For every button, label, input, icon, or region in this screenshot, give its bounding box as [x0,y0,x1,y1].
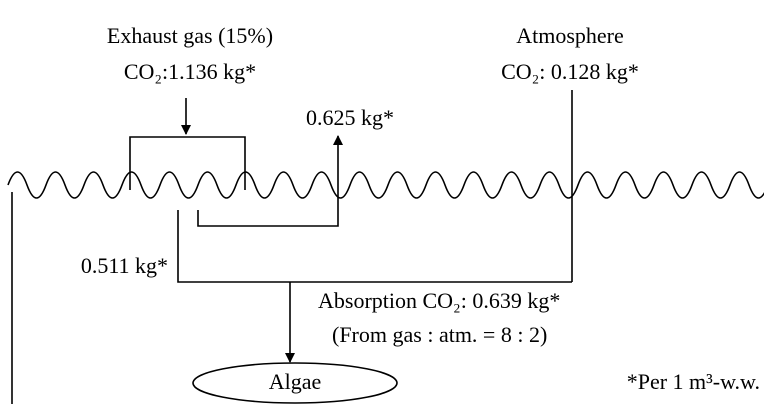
absorbed-gas-line [177,210,572,283]
absorption-label: Absorption CO₂: 0.639 kg* [318,288,560,313]
gas-hood [129,136,246,190]
water-surface [7,171,764,199]
algae-label: Algae [269,369,322,394]
atmosphere-co2: CO₂: 0.128 kg* [501,59,639,84]
exhaust-co2: CO₂:1.136 kg* [124,59,256,84]
release-arrow [197,135,343,227]
ratio-label: (From gas : atm. = 8 : 2) [332,322,547,347]
released-label: 0.625 kg* [306,105,394,130]
footnote: *Per 1 m³-w.w. [627,369,760,394]
from-gas-label: 0.511 kg* [81,253,168,278]
atmosphere-title: Atmosphere [516,23,624,48]
exhaust-title: Exhaust gas (15%) [107,23,273,48]
algae-node [192,362,398,404]
